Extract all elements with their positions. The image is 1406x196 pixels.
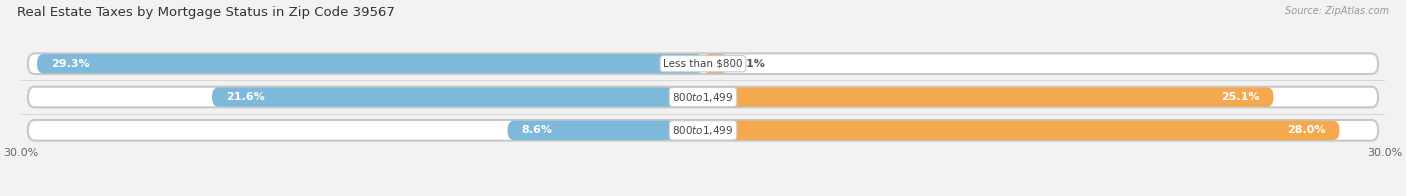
FancyBboxPatch shape (37, 54, 703, 73)
Text: Less than $800: Less than $800 (664, 59, 742, 69)
FancyBboxPatch shape (703, 87, 1274, 107)
Text: Source: ZipAtlas.com: Source: ZipAtlas.com (1285, 6, 1389, 16)
FancyBboxPatch shape (508, 121, 703, 140)
Text: 29.3%: 29.3% (51, 59, 89, 69)
Text: 1.1%: 1.1% (735, 59, 766, 69)
Text: 8.6%: 8.6% (522, 125, 553, 135)
FancyBboxPatch shape (28, 120, 1378, 141)
FancyBboxPatch shape (212, 87, 703, 107)
Legend: Without Mortgage, With Mortgage: Without Mortgage, With Mortgage (588, 194, 818, 196)
Text: 28.0%: 28.0% (1288, 125, 1326, 135)
FancyBboxPatch shape (28, 53, 1378, 74)
Text: 25.1%: 25.1% (1222, 92, 1260, 102)
Text: $800 to $1,499: $800 to $1,499 (672, 91, 734, 103)
FancyBboxPatch shape (28, 87, 1378, 107)
FancyBboxPatch shape (703, 54, 728, 73)
Text: 21.6%: 21.6% (226, 92, 264, 102)
Text: $800 to $1,499: $800 to $1,499 (672, 124, 734, 137)
FancyBboxPatch shape (703, 121, 1340, 140)
Text: Real Estate Taxes by Mortgage Status in Zip Code 39567: Real Estate Taxes by Mortgage Status in … (17, 6, 395, 19)
